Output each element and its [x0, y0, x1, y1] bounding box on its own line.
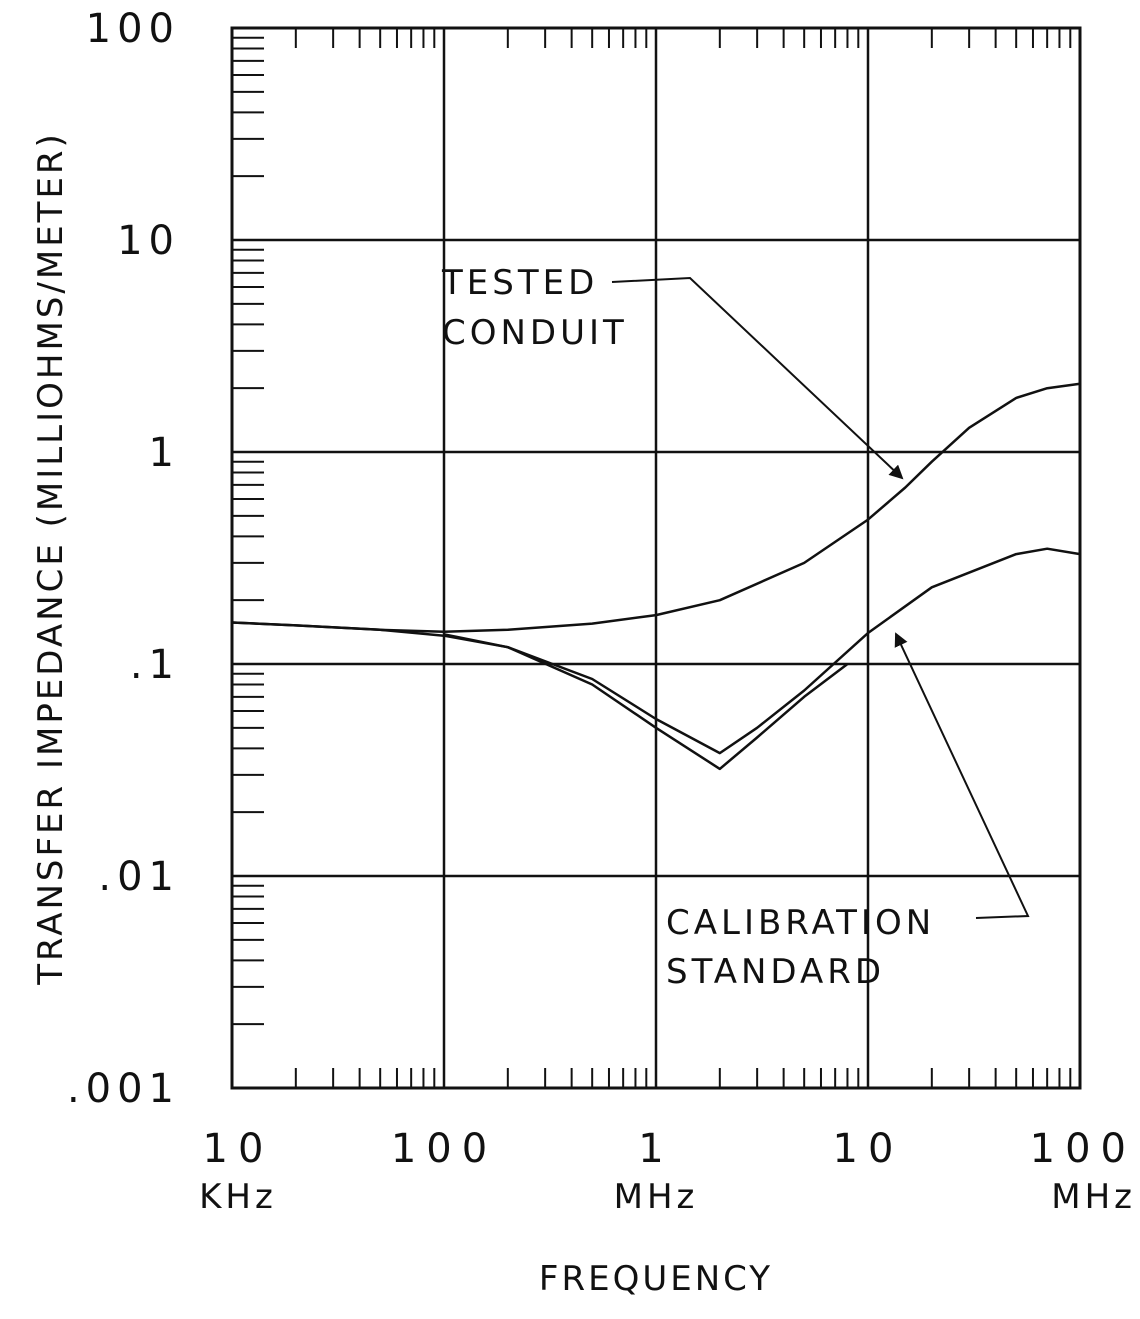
annotation-arrow	[611, 276, 904, 480]
series-lines	[231, 382, 1081, 771]
y-tick-label: .1	[130, 642, 180, 688]
y-tick-label: 100	[86, 6, 180, 52]
annotation-calibration-standard: CALIBRATION STANDARD	[666, 632, 1030, 992]
x-tick-label: 100	[391, 1126, 497, 1172]
plot-frame	[230, 26, 1082, 1090]
annotation-tested-conduit: TESTED CONDUIT	[441, 263, 904, 480]
annotation-label-line: TESTED	[441, 263, 598, 303]
annotation-arrow	[894, 632, 1030, 919]
x-unit-label: KHz	[199, 1177, 277, 1217]
grid	[230, 26, 1082, 1090]
x-tick-label: 100	[1030, 1126, 1136, 1172]
y-tick-label: 10	[117, 218, 180, 264]
y-tick-label: .001	[67, 1066, 180, 1112]
x-tick-label: 10	[203, 1126, 274, 1172]
x-unit-label: MHz	[1051, 1177, 1136, 1217]
x-axis-title: FREQUENCY	[539, 1259, 773, 1299]
x-unit-label: MHz	[614, 1177, 699, 1217]
y-tick-labels: 100 10 1 .1 .01 .001	[67, 6, 180, 1112]
series-line	[443, 633, 849, 771]
annotation-label-line: STANDARD	[666, 952, 885, 992]
y-tick-label: .01	[98, 854, 180, 900]
series-line	[231, 382, 1081, 633]
annotation-label-line: CALIBRATION	[666, 903, 935, 943]
x-tick-labels: 10 KHz 100 1 MHz 10 100 MHz	[199, 1126, 1136, 1217]
y-axis-title: TRANSFER IMPEDANCE (MILLIOHMS/METER)	[31, 131, 71, 986]
minor-ticks	[232, 28, 1072, 1088]
x-tick-label: 1	[638, 1126, 673, 1172]
x-tick-label: 10	[833, 1126, 904, 1172]
y-tick-label: 1	[149, 430, 180, 476]
annotation-label-line: CONDUIT	[442, 313, 628, 353]
series-line	[231, 547, 1081, 755]
